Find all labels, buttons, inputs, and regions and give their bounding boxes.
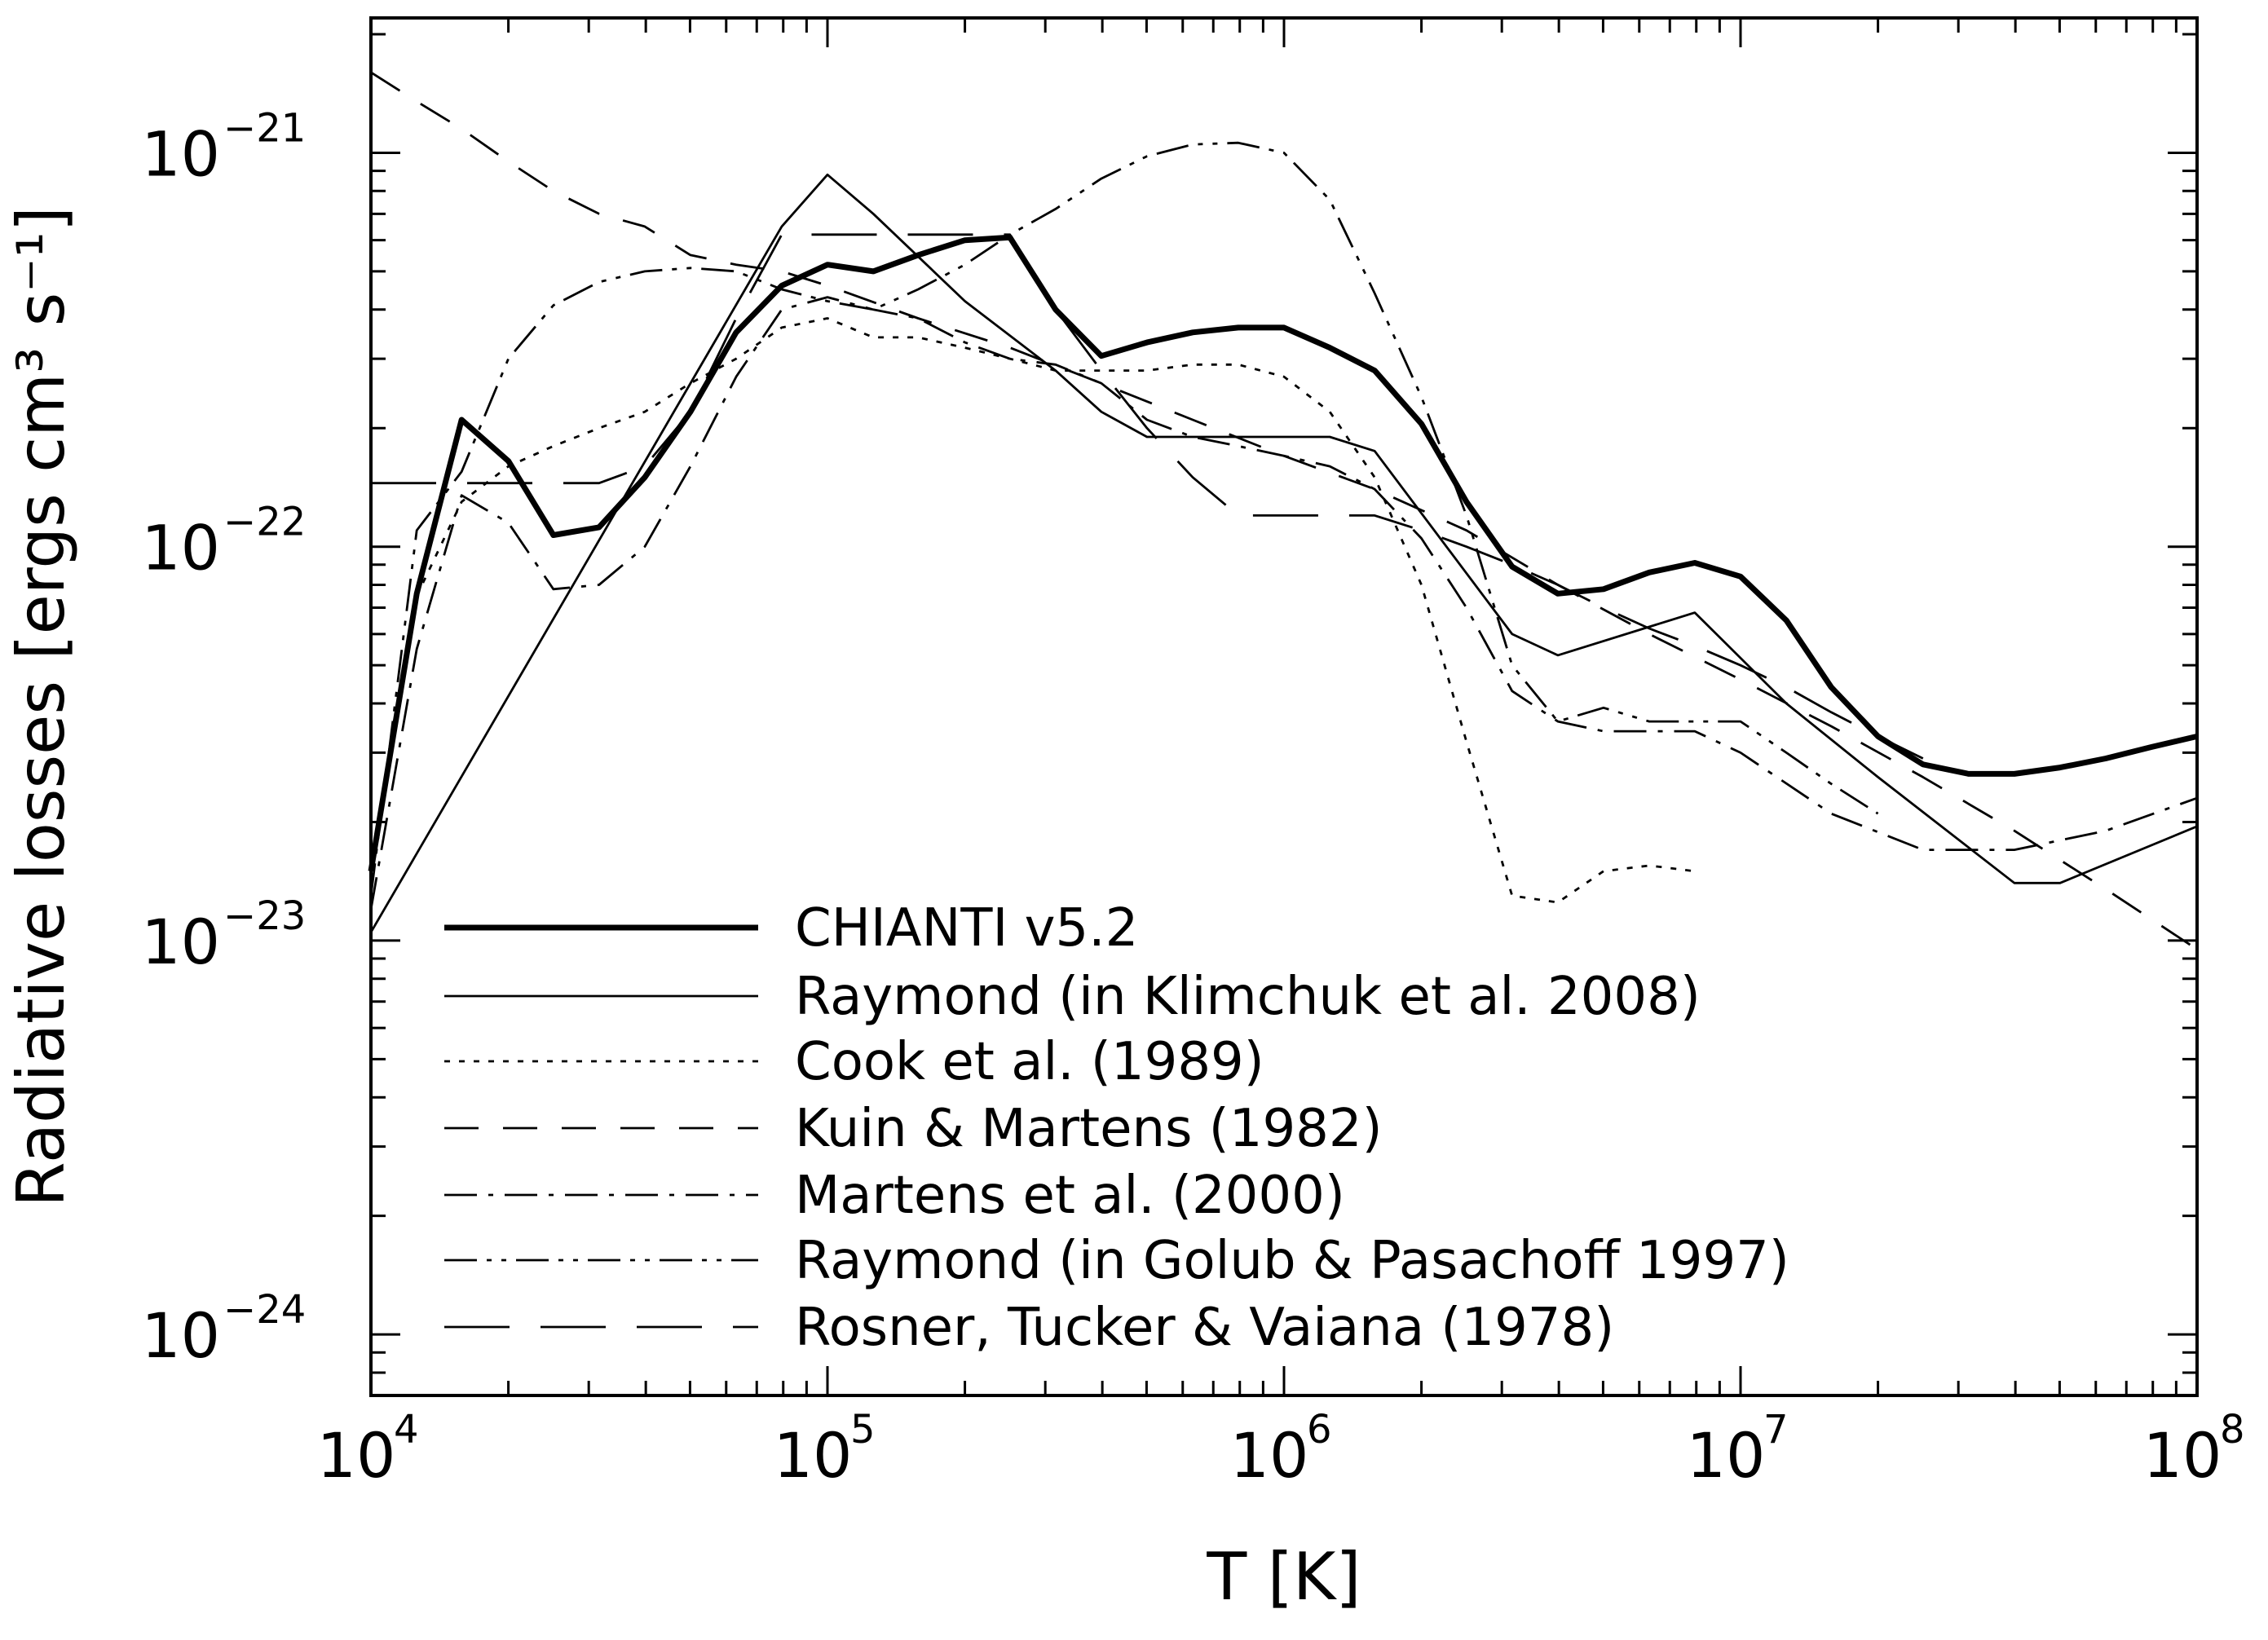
x-tick-exponent: 6 — [1307, 1407, 1332, 1453]
legend-label-2: Raymond (in Klimchuk et al. 2008) — [795, 967, 1701, 1027]
y-tick-label: 10 — [141, 1299, 220, 1372]
series-layer — [368, 71, 2198, 950]
plot-frame — [369, 16, 2199, 1397]
legend-label-6: Raymond (in Golub & Pasachoff 1997) — [795, 1231, 1789, 1291]
x-tick-exponent: 4 — [394, 1407, 419, 1453]
legend-label-3: Cook et al. (1989) — [795, 1032, 1264, 1092]
y-axis-title: Radiative losses [ergs cm³ s⁻¹] — [3, 206, 79, 1207]
x-tick-label: 10 — [1687, 1419, 1766, 1492]
y-tick-label: 10 — [141, 512, 220, 584]
minor-ticks — [369, 18, 2197, 1397]
x-tick-exponent: 8 — [2220, 1407, 2245, 1453]
series-line-2 — [369, 173, 2198, 933]
x-tick-label: 10 — [774, 1419, 853, 1492]
x-tick-label: 10 — [2143, 1419, 2222, 1492]
y-tick-exponent: −23 — [223, 893, 306, 939]
legend-label-4: Kuin & Martens (1982) — [795, 1099, 1383, 1159]
series-line-1 — [368, 234, 2198, 872]
legend-label-5: Martens et al. (2000) — [795, 1166, 1345, 1226]
series-line-4 — [370, 71, 2198, 950]
series-line-5 — [369, 296, 2198, 910]
y-tick-exponent: −22 — [223, 500, 306, 545]
series-line-3 — [369, 317, 1696, 904]
x-tick-exponent: 5 — [850, 1407, 876, 1453]
y-tick-label: 10 — [141, 906, 220, 978]
legend: CHIANTI v5.2 Raymond (in Klimchuk et al. … — [444, 898, 1789, 1358]
legend-label-7: Rosner, Tucker & Vaiana (1978) — [795, 1298, 1614, 1358]
x-tick-labels: 104 105 106 107 108 — [317, 1407, 2245, 1492]
y-tick-exponent: −21 — [223, 105, 306, 151]
x-axis-title: T [K] — [1206, 1539, 1361, 1615]
legend-label-1: CHIANTI v5.2 — [795, 898, 1138, 959]
y-tick-label: 10 — [141, 117, 220, 190]
x-tick-label: 10 — [317, 1419, 396, 1492]
x-tick-label: 10 — [1230, 1419, 1309, 1492]
series-line-7 — [371, 233, 1924, 760]
x-tick-exponent: 7 — [1763, 1407, 1789, 1453]
y-tick-exponent: −24 — [223, 1287, 306, 1333]
